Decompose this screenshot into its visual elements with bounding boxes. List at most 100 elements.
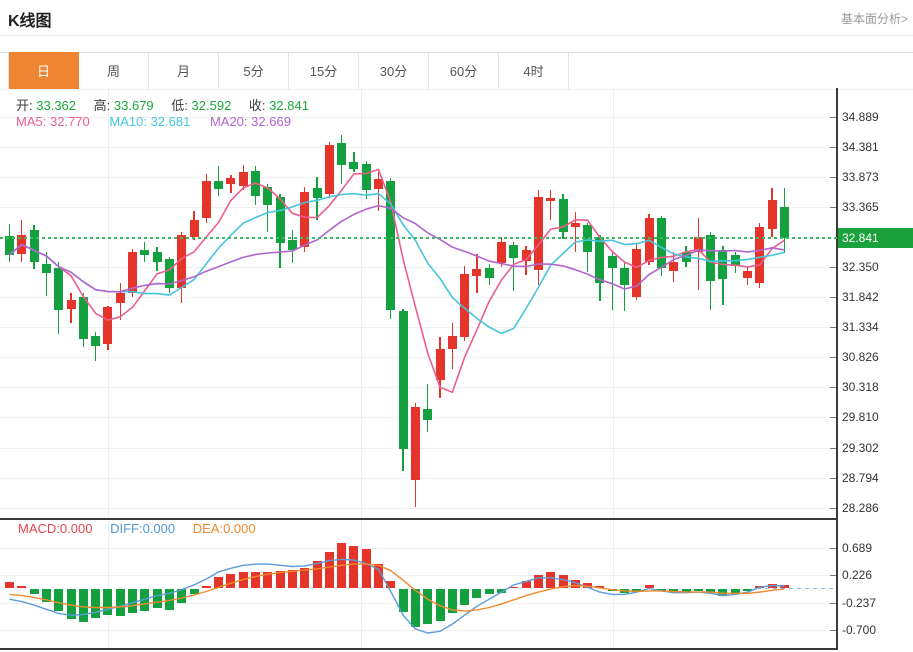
candle <box>743 271 752 278</box>
candle <box>312 188 322 199</box>
candle <box>533 196 543 271</box>
candle <box>558 198 568 232</box>
price-axis-tick <box>830 417 837 419</box>
macd-histogram-bar <box>349 546 359 589</box>
horizontal-gridline <box>0 387 837 389</box>
macd-histogram-bar <box>78 588 88 622</box>
candle-wick <box>550 190 552 220</box>
candle <box>251 170 260 197</box>
candle-wick <box>574 212 576 253</box>
ma10-readout: MA10: 32.681 <box>109 114 194 129</box>
ma10-line <box>8 192 785 335</box>
vertical-gridline <box>108 88 109 649</box>
macd-histogram-bar <box>337 543 347 589</box>
macd-histogram-bar <box>300 567 310 589</box>
macd-histogram-bar <box>730 588 740 594</box>
period-tabbar: 日周月 5分 15分 30分 60分 4时 <box>8 52 569 89</box>
price-axis-label: 33.873 <box>842 169 879 184</box>
price-axis-label: 33.365 <box>842 199 879 214</box>
price-axis-tick <box>830 357 837 359</box>
macd-histogram-bar <box>669 588 679 593</box>
candle <box>349 162 359 169</box>
macd-histogram-bar <box>164 588 174 610</box>
macd-histogram-bar <box>361 549 371 589</box>
tab-period-6[interactable]: 30分 <box>359 52 429 89</box>
candle <box>398 311 408 450</box>
candle <box>337 143 347 166</box>
price-axis-tick <box>830 176 837 178</box>
low-label: 低: <box>171 98 188 113</box>
macd-histogram-bar <box>17 585 27 589</box>
candle <box>374 178 383 190</box>
macd-histogram-bar <box>497 588 506 593</box>
price-axis-label: 34.381 <box>842 139 879 154</box>
macd-histogram-bar <box>41 588 51 602</box>
candle <box>201 180 211 218</box>
candle <box>779 207 789 238</box>
macd-histogram-bar <box>54 588 64 612</box>
price-axis-tick <box>830 507 837 509</box>
fundamental-analysis-link[interactable]: 基本面分析> <box>840 12 908 26</box>
macd-histogram-bar <box>656 588 666 592</box>
candle <box>41 263 51 273</box>
tab-period-2[interactable]: 周 <box>79 52 149 89</box>
price-axis-label: 30.826 <box>842 350 879 365</box>
macd-histogram-bar <box>263 571 273 589</box>
macd-histogram-bar <box>447 588 457 614</box>
macd-histogram-bar <box>29 588 39 595</box>
price-axis-tick <box>830 387 837 389</box>
tab-period-4[interactable]: 5分 <box>219 52 289 89</box>
horizontal-gridline <box>0 206 837 208</box>
header-divider <box>0 35 913 36</box>
chart-bottom-border <box>0 648 838 650</box>
tab-period-3[interactable]: 月 <box>149 52 219 89</box>
macd-histogram-bar <box>374 563 383 589</box>
candle <box>226 177 236 185</box>
ma10-value: 32.681 <box>150 114 191 129</box>
ma-readout: MA5: 32.770 MA10: 32.681 MA20: 32.669 <box>16 114 307 129</box>
macd-gridline <box>0 630 837 632</box>
dea-line <box>9 563 785 612</box>
macd-readout: MACD:0.000 DIFF:0.000 DEA:0.000 <box>18 521 270 536</box>
horizontal-gridline <box>0 357 837 359</box>
candle <box>214 180 224 189</box>
macd-histogram-bar <box>472 588 482 598</box>
macd-histogram-bar <box>91 588 101 619</box>
tab-period-7[interactable]: 60分 <box>429 52 499 89</box>
macd-axis-tick <box>830 575 837 577</box>
macd-histogram-bar <box>312 561 322 589</box>
candle <box>435 349 445 380</box>
candle <box>521 250 531 262</box>
price-axis-label: 29.302 <box>842 440 879 455</box>
candle <box>66 299 76 309</box>
macd-histogram-bar <box>521 581 531 589</box>
macd-value-readout: MACD:0.000 <box>18 521 96 536</box>
macd-histogram-bar <box>460 588 470 606</box>
ma5-readout: MA5: 32.770 <box>16 114 93 129</box>
macd-histogram-bar <box>226 573 236 589</box>
candle <box>570 222 580 228</box>
tab-period-8[interactable]: 4时 <box>499 52 569 89</box>
horizontal-gridline <box>0 297 837 299</box>
macd-gridline <box>0 547 837 549</box>
macd-histogram-bar <box>238 572 248 589</box>
diff-value-readout: DIFF:0.000 <box>110 521 179 536</box>
candle <box>103 306 113 344</box>
macd-gridline <box>0 575 837 577</box>
macd-histogram-bar <box>558 575 568 589</box>
tab-period-5[interactable]: 15分 <box>289 52 359 89</box>
tab-period-1[interactable]: 日 <box>9 52 79 89</box>
current-price-dotted-line <box>0 237 837 239</box>
macd-axis-label: -0.700 <box>842 623 877 638</box>
macd-histogram-bar <box>386 581 396 589</box>
macd-label: MACD: <box>18 521 60 536</box>
candle <box>386 181 396 310</box>
macd-histogram-bar <box>152 588 162 609</box>
candle <box>595 236 605 284</box>
macd-axis-tick <box>830 602 837 604</box>
horizontal-gridline <box>0 146 837 148</box>
candle-wick <box>45 252 48 297</box>
candle <box>497 242 506 263</box>
